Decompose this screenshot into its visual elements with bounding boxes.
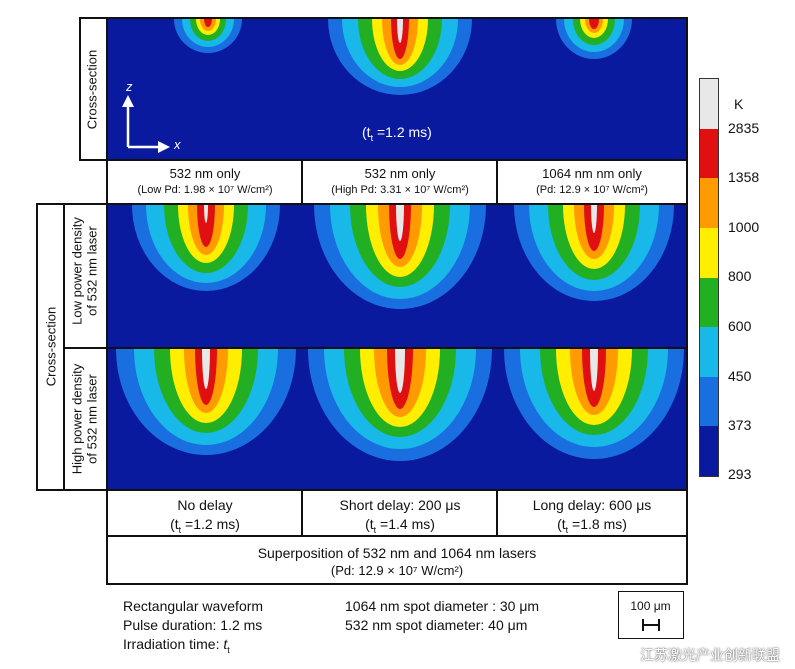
colorbar-segment (700, 327, 718, 377)
axis-x-label: x (174, 137, 181, 152)
superposition-caption: Superposition of 532 nm and 1064 nm lase… (106, 535, 688, 585)
colorbar-tick-1: 1358 (728, 169, 760, 185)
top-caption-1-line1: 532 nm only (169, 166, 241, 181)
bottom-caption-2-post: =1.4 ms) (376, 516, 435, 532)
bottom-caption-2-pre: (t (365, 516, 374, 532)
watermark: 江苏激光产业创新联盟 (640, 647, 780, 663)
bottom-caption-2-line2: (tt =1.4 ms) (303, 515, 497, 540)
top-caption-divider-2 (496, 161, 498, 203)
note-right-1: 1064 nm spot diameter : 30 μm (345, 598, 540, 614)
top-captions-row: 532 nm only (Low Pd: 1.98 × 10⁷ W/cm²) 5… (106, 159, 688, 205)
top-left-label-box: Cross-section (79, 17, 108, 161)
bottom-caption-divider-2 (496, 491, 498, 535)
top-caption-1: 532 nm only (Low Pd: 1.98 × 10⁷ W/cm²) (108, 166, 302, 198)
note-left-3-t: t (223, 636, 228, 652)
high-power-panel (106, 347, 688, 491)
bottom-caption-1-line2: (tt =1.2 ms) (108, 515, 302, 540)
top-caption-3-line2: (Pd: 12.9 × 10⁷ W/cm²) (536, 184, 648, 196)
superposition-line2: (Pd: 12.9 × 10⁷ W/cm²) (330, 563, 464, 578)
axis-z-label: z (126, 79, 133, 94)
colorbar-segment (700, 426, 718, 476)
colorbar-segment (700, 227, 718, 278)
colorbar-segment (700, 178, 718, 228)
bottom-caption-3-line1: Long delay: 600 μs (532, 497, 652, 513)
bottom-caption-3: Long delay: 600 μs (tt =1.8 ms) (498, 496, 686, 540)
bottom-caption-1-post: =1.2 ms) (181, 516, 240, 532)
colorbar-unit: K (734, 96, 744, 112)
top-caption-1-line2: (Low Pd: 1.98 × 10⁷ W/cm²) (137, 184, 273, 196)
left-cross-section-label: Cross-section (43, 306, 59, 387)
note-right-2: 532 nm spot diameter: 40 μm (345, 617, 528, 633)
top-caption-3-line1: 1064 nm nm only (542, 166, 642, 181)
notes-left: Rectangular waveform Pulse duration: 1.2… (123, 597, 263, 660)
colorbar-tick-7: 293 (728, 466, 752, 482)
bottom-caption-3-post: =1.8 ms) (568, 516, 627, 532)
row-label-high: High power density of 532 nm laser (70, 347, 102, 492)
bottom-caption-2-sub: t (373, 524, 377, 535)
row-label-low-box: Low power density of 532 nm laser (63, 203, 108, 349)
row-label-high-line1: High power density (69, 363, 85, 475)
note-left-3: Irradiation time: tt (123, 635, 263, 660)
top-caption-divider-1 (301, 161, 303, 203)
note-left-3-sub: t (227, 644, 230, 655)
notes-right: 1064 nm spot diameter : 30 μm 532 nm spo… (345, 597, 539, 635)
colorbar-segment (700, 376, 718, 427)
bottom-caption-3-line2: (tt =1.8 ms) (498, 515, 686, 540)
superposition-line1: Superposition of 532 nm and 1064 nm lase… (257, 545, 537, 561)
row-label-low-line1: Low power density (69, 217, 85, 325)
scale-bar-icon (642, 619, 660, 631)
top-caption-2-line2: (High Pd: 3.31 × 10⁷ W/cm²) (331, 184, 469, 196)
colorbar-segment (700, 128, 718, 179)
bottom-caption-divider-1 (301, 491, 303, 535)
colorbar-tick-3: 800 (728, 268, 752, 284)
top-panel: z x (tt =1.2 ms) (106, 17, 688, 161)
bottom-caption-3-pre: (t (557, 516, 566, 532)
top-time-open: (t (362, 124, 371, 140)
top-caption-2-line1: 532 nm only (364, 166, 436, 181)
left-big-label-box: Cross-section (36, 203, 65, 491)
low-power-panel (106, 203, 688, 349)
scale-bar-label: 100 μm (630, 599, 671, 613)
top-time-label: (tt =1.2 ms) (362, 124, 432, 143)
colorbar-stack (700, 79, 718, 476)
bottom-caption-3-sub: t (565, 524, 569, 535)
high-power-contour-plot (116, 349, 684, 461)
row-label-low: Low power density of 532 nm laser (70, 199, 102, 344)
note-left-3-text: Irradiation time: (123, 636, 224, 652)
bottom-caption-1-line1: No delay (177, 497, 233, 513)
axis-indicator (122, 95, 170, 153)
top-contour-plot (122, 19, 632, 153)
bottom-caption-1-sub: t (178, 524, 182, 535)
row-label-high-box: High power density of 532 nm laser (63, 347, 108, 491)
bottom-caption-1-pre: (t (170, 516, 179, 532)
top-caption-3: 1064 nm nm only (Pd: 12.9 × 10⁷ W/cm²) (498, 166, 686, 198)
scale-bar-box: 100 μm (618, 591, 684, 639)
bottom-captions-row: No delay (tt =1.2 ms) Short delay: 200 μ… (106, 489, 688, 537)
colorbar-segment (700, 277, 718, 328)
colorbar-tick-4: 600 (728, 318, 752, 334)
colorbar-segment (700, 79, 718, 129)
note-left-2: Pulse duration: 1.2 ms (123, 617, 263, 633)
bottom-caption-2-line1: Short delay: 200 μs (339, 497, 461, 513)
row-label-low-line2: of 532 nm laser (84, 226, 100, 316)
colorbar-tick-2: 1000 (728, 219, 760, 235)
top-caption-2: 532 nm only (High Pd: 3.31 × 10⁷ W/cm²) (303, 166, 497, 198)
top-cross-section-label: Cross-section (84, 49, 100, 130)
low-power-contour-plot (132, 205, 674, 309)
bottom-caption-2: Short delay: 200 μs (tt =1.4 ms) (303, 496, 497, 540)
bottom-caption-1: No delay (tt =1.2 ms) (108, 496, 302, 540)
colorbar (699, 78, 719, 477)
top-time-sub: t (370, 132, 374, 143)
note-left-1: Rectangular waveform (123, 598, 264, 614)
row-label-high-line2: of 532 nm laser (84, 374, 100, 464)
top-time-rest: =1.2 ms) (373, 124, 432, 140)
colorbar-tick-5: 450 (728, 368, 752, 384)
colorbar-tick-0: 2835 (728, 120, 760, 136)
colorbar-tick-6: 373 (728, 417, 752, 433)
